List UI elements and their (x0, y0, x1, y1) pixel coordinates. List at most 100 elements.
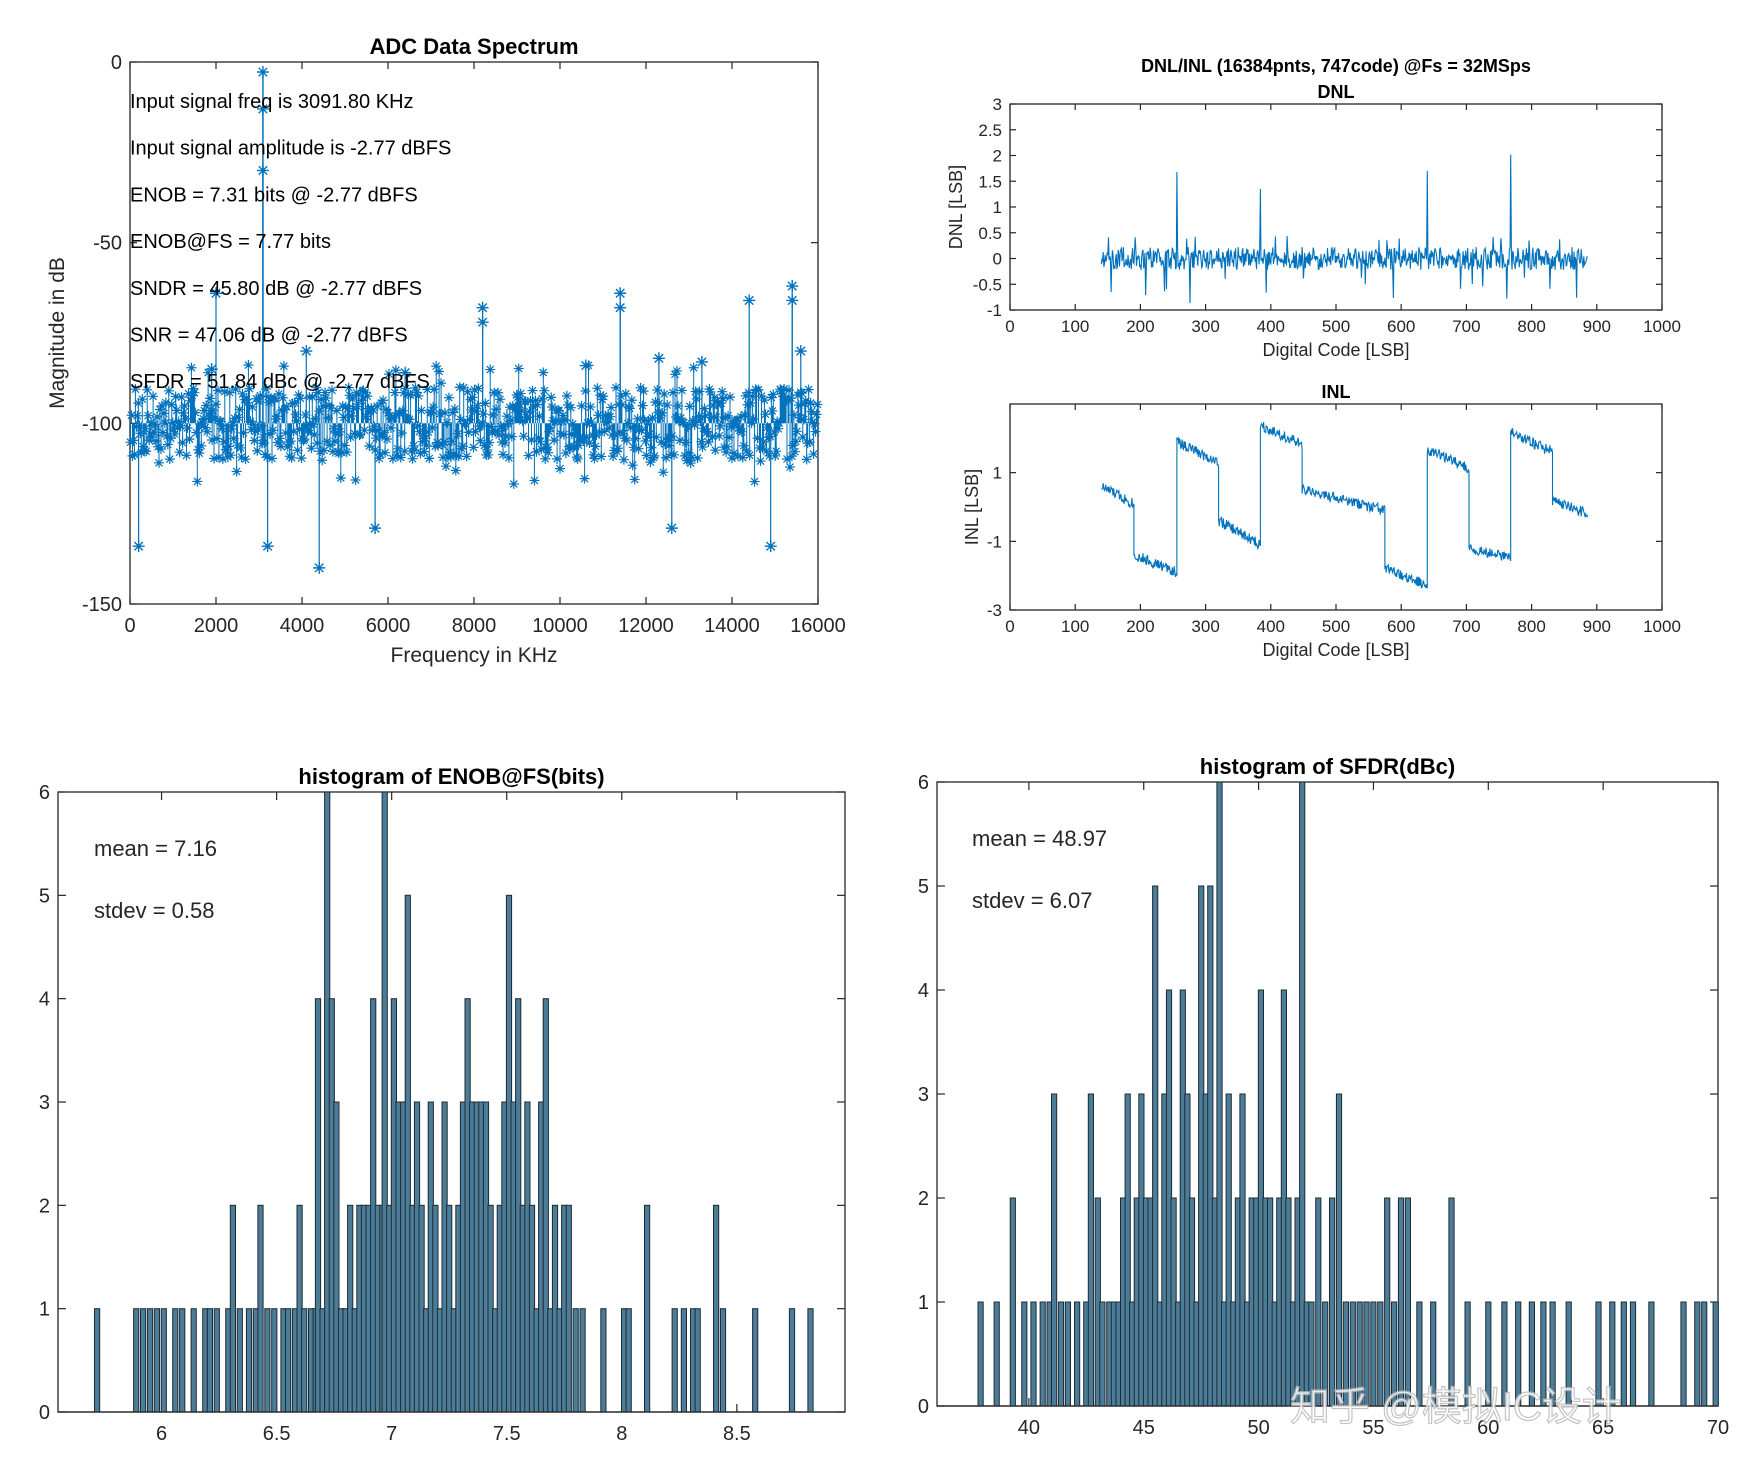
hist_enob-bar (153, 1308, 161, 1413)
spectrum-spur-marker (786, 294, 799, 307)
hist_enob-xtick-label: 6.5 (263, 1423, 291, 1445)
spectrum-spur-marker (261, 540, 274, 553)
dnl-xtick-label: 300 (1191, 317, 1219, 336)
hist_enob-bar (179, 1308, 186, 1413)
hist_sfdr-ytick-label: 0 (918, 1396, 929, 1418)
hist_sfdr-bar (1448, 1197, 1455, 1407)
dnl-ytick-label: 0 (993, 250, 1002, 269)
hist_enob-xtick-label: 7.5 (493, 1423, 521, 1445)
spectrum-spur-marker (476, 316, 489, 329)
inl-xtick-label: 300 (1191, 617, 1219, 636)
spectrum-annotation: SFDR = 51.84 dBc @ -2.77 dBFS (130, 371, 430, 393)
hist_enob-ytick-label: 5 (39, 885, 50, 907)
spectrum-spur-marker (614, 301, 627, 314)
hist_enob-bar (713, 1204, 720, 1413)
spectrum-title: ADC Data Spectrum (369, 34, 578, 59)
hist_enob-bar (94, 1308, 101, 1413)
spectrum-annotation: ENOB@FS = 7.77 bits (130, 231, 331, 253)
dnl-xtick-label: 900 (1583, 317, 1611, 336)
spectrum-xtick-label: 10000 (532, 615, 588, 637)
hist_enob-ytick-label: 4 (39, 989, 50, 1011)
hist_enob-bar (285, 1308, 292, 1413)
spectrum-xlabel: Frequency in KHz (391, 644, 558, 667)
hist_sfdr-bar (1620, 1301, 1627, 1407)
spectrum-ylabel: Magnitude in dB (46, 257, 69, 409)
spectrum-ytick-label: -150 (82, 594, 122, 616)
inl-xtick-label: 900 (1583, 617, 1611, 636)
hist_sfdr-bar (1384, 1197, 1391, 1407)
hist_sfdr-xtick-label: 50 (1247, 1417, 1269, 1439)
hist_enob-title: histogram of ENOB@FS(bits) (298, 764, 604, 789)
dnl-ytick-label: 0.5 (978, 224, 1002, 243)
hist_enob-bar (752, 1308, 759, 1413)
hist_sfdr-bar (1629, 1301, 1637, 1407)
dnl-xtick-label: 700 (1452, 317, 1480, 336)
dnl-xtick-label: 1000 (1643, 317, 1681, 336)
hist_sfdr-bar (1329, 1197, 1336, 1407)
hist_sfdr-bar (977, 1301, 984, 1407)
hist_enob-bar (236, 1308, 243, 1413)
spectrum-spur-marker (476, 301, 489, 314)
hist_enob-xtick-label: 8 (616, 1423, 627, 1445)
hist_sfdr-bar (993, 1301, 1000, 1407)
hist_enob-bar (140, 1308, 147, 1413)
hist_sfdr-bar (1087, 1093, 1095, 1407)
spectrum-ytick-label: 0 (111, 52, 122, 74)
spectrum-spur-marker (205, 363, 218, 376)
hist_sfdr-ytick-label: 3 (918, 1084, 929, 1106)
hist_enob-bar (579, 1308, 586, 1413)
hist_sfdr-xtick-label: 40 (1018, 1417, 1040, 1439)
spectrum-xtick-label: 0 (124, 615, 135, 637)
hist_enob-bar (257, 1204, 264, 1413)
spectrum-xtick-label: 14000 (704, 615, 760, 637)
dnl-axes-box (1009, 103, 1663, 311)
hist_enob-xtick-label: 8.5 (723, 1423, 751, 1445)
spectrum-annotation: Input signal freq is 3091.80 KHz (130, 91, 414, 113)
hist_enob-bar (229, 1204, 237, 1413)
inl-xlabel: Digital Code [LSB] (1262, 640, 1409, 660)
inl-xtick-label: 1000 (1643, 617, 1681, 636)
hist_enob-bar (694, 1308, 701, 1413)
dnl-ytick-label: 1 (993, 198, 1002, 217)
spectrum-fundamental-marker (256, 66, 269, 79)
dnl-inl-suptitle: DNL/INL (16384pnts, 747code) @Fs = 32MSp… (1141, 56, 1531, 76)
spectrum-annotation: SNDR = 45.80 dB @ -2.77 dBFS (130, 278, 422, 300)
hist_sfdr-bar (1335, 1093, 1343, 1407)
spectrum-xtick-label: 8000 (452, 615, 497, 637)
spectrum-chart: 0 2000 4000 6000 8000 10000 12000 14000 16000 -15… (46, 34, 846, 667)
hist_sfdr-bar (1680, 1301, 1687, 1407)
hist_sfdr-bar (1030, 1301, 1037, 1407)
dnl-series-line (1100, 154, 1589, 304)
dnl-title: DNL (1318, 82, 1355, 102)
hist_sfdr-ytick-label: 4 (918, 980, 929, 1002)
dnl-xtick-label: 0 (1005, 317, 1014, 336)
spectrum-annotation: ENOB = 7.31 bits @ -2.77 dBFS (130, 184, 418, 206)
spectrum-spur-marker (794, 345, 807, 358)
hist_enob-xtick-label: 6 (156, 1423, 167, 1445)
hist_enob-bar (213, 1308, 220, 1413)
hist_enob-ytick-label: 6 (39, 782, 50, 804)
hist_sfdr-xtick-label: 60 (1477, 1417, 1499, 1439)
spectrum-annotation: Input signal amplitude is -2.77 dBFS (130, 138, 451, 160)
spectrum-annotation: SNR = 47.06 dB @ -2.77 dBFS (130, 325, 408, 347)
inl-xtick-label: 200 (1126, 617, 1154, 636)
hist_enob-bar (301, 1308, 308, 1413)
hist_sfdr-bar (1057, 1301, 1065, 1407)
spectrum-spur-marker (300, 345, 313, 358)
hist_enob-bar (680, 1308, 687, 1413)
hist_sfdr-bar (1397, 1197, 1405, 1407)
hist_sfdr-ytick-label: 2 (918, 1188, 929, 1210)
spectrum-spur-marker (132, 540, 145, 553)
hist_enob-bar (160, 1308, 167, 1413)
dnl-xtick-label: 100 (1061, 317, 1089, 336)
spectrum-spur-marker (764, 540, 777, 553)
hist_sfdr-bar (1074, 1301, 1081, 1407)
inl-chart: 0 100 200 300 400 500 600 700 800 900 1000 -3 -1 1 INL… (962, 382, 1681, 660)
hist_enob-bar (719, 1308, 727, 1413)
hist_enob-bar (644, 1204, 651, 1413)
dnl-ytick-label: 1.5 (978, 172, 1002, 191)
hist_sfdr-xtick-label: 45 (1133, 1417, 1155, 1439)
hist_sfdr-xtick-label: 70 (1707, 1417, 1729, 1439)
